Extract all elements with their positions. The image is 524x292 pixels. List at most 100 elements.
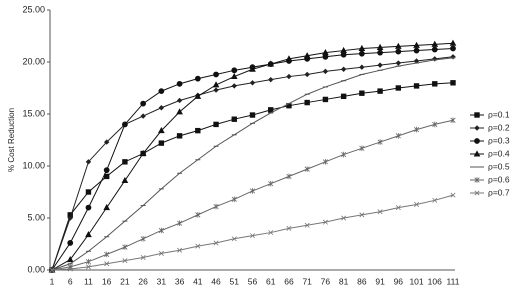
x-tick-label: 101 <box>409 276 423 286</box>
x-tick-label: 51 <box>230 276 240 286</box>
y-tick-label: 0.00 <box>27 264 45 274</box>
data-point <box>176 97 183 104</box>
data-point <box>450 80 456 86</box>
x-tick-label: 61 <box>266 276 276 286</box>
data-point <box>268 180 274 187</box>
data-point <box>194 92 202 99</box>
data-point <box>341 215 347 221</box>
data-point <box>268 230 274 236</box>
data-point <box>267 60 275 67</box>
data-point <box>66 255 74 263</box>
data-point <box>158 105 165 111</box>
data-point <box>121 176 129 184</box>
x-tick-label: 6 <box>68 276 73 286</box>
data-point <box>104 251 110 258</box>
data-point <box>49 267 55 273</box>
x-tick-label: 36 <box>175 276 185 286</box>
data-point <box>377 209 383 215</box>
data-point <box>231 116 237 122</box>
data-point <box>322 159 328 165</box>
data-point <box>122 244 128 250</box>
data-point <box>414 201 420 207</box>
data-point <box>213 87 219 93</box>
data-point <box>395 85 402 91</box>
data-point <box>231 67 238 74</box>
data-point <box>213 121 219 128</box>
data-point <box>303 52 311 59</box>
data-point <box>85 264 91 270</box>
data-point <box>195 127 201 134</box>
data-point <box>177 220 183 226</box>
legend-label: ρ=0.3 <box>488 135 510 145</box>
data-point <box>85 159 92 165</box>
legend-label: ρ=0.5 <box>488 161 510 171</box>
legend-marker <box>474 125 480 131</box>
data-point <box>322 48 329 56</box>
data-point <box>268 107 274 113</box>
legend-label: ρ=0.2 <box>488 122 510 132</box>
data-point <box>85 258 92 265</box>
data-point <box>176 80 183 87</box>
legend-label: ρ=0.1 <box>488 109 510 119</box>
data-point <box>140 236 146 242</box>
data-point <box>340 66 347 72</box>
legend-label: ρ=0.4 <box>488 148 510 158</box>
x-tick-label: 106 <box>428 276 442 286</box>
x-tick-label: 1 <box>50 276 55 286</box>
data-point <box>195 212 201 218</box>
data-point <box>340 46 347 54</box>
data-point <box>85 189 92 195</box>
data-point <box>140 255 146 261</box>
data-point <box>103 173 110 180</box>
data-point <box>212 81 220 88</box>
x-tick-label: 16 <box>102 276 112 286</box>
data-point <box>413 126 420 133</box>
data-point <box>413 41 420 48</box>
data-point <box>231 196 237 203</box>
y-tick-label: 25.00 <box>22 4 45 14</box>
data-point <box>213 71 219 78</box>
y-tick-label: 15.00 <box>22 108 45 118</box>
data-point <box>304 222 310 228</box>
data-point <box>140 100 147 107</box>
data-point <box>377 49 383 56</box>
x-tick-label: 81 <box>339 276 349 286</box>
data-point <box>286 173 292 180</box>
data-point <box>431 40 439 47</box>
data-point <box>376 43 384 50</box>
data-point <box>103 203 111 211</box>
x-tick-label: 96 <box>394 276 404 286</box>
data-point <box>213 203 219 210</box>
data-point <box>432 121 438 128</box>
data-point <box>231 83 237 89</box>
data-point <box>304 71 310 78</box>
x-tick-label: 71 <box>302 276 312 286</box>
data-point <box>158 250 164 256</box>
data-point <box>122 258 128 264</box>
data-point <box>158 88 165 95</box>
x-tick-label: 21 <box>120 276 130 286</box>
data-point <box>359 90 365 96</box>
data-point <box>139 149 147 157</box>
data-point <box>358 50 365 57</box>
data-point <box>413 47 420 54</box>
x-tick-label: 91 <box>375 276 385 286</box>
legend-marker <box>474 190 480 196</box>
data-point <box>359 145 365 152</box>
data-point <box>450 45 456 52</box>
data-point <box>322 96 329 103</box>
data-point <box>286 225 292 231</box>
data-point <box>359 212 365 218</box>
data-point <box>377 139 383 145</box>
legend-marker <box>474 112 480 118</box>
x-tick-label: 11 <box>84 276 93 286</box>
x-tick-label: 31 <box>157 276 167 286</box>
data-point <box>158 126 165 134</box>
data-point <box>377 62 383 68</box>
y-axis-label: % Cost Reduction <box>7 108 16 172</box>
legend-marker <box>474 138 480 144</box>
data-point <box>158 227 164 234</box>
x-tick-label: 111 <box>447 276 460 286</box>
data-point <box>322 219 328 225</box>
